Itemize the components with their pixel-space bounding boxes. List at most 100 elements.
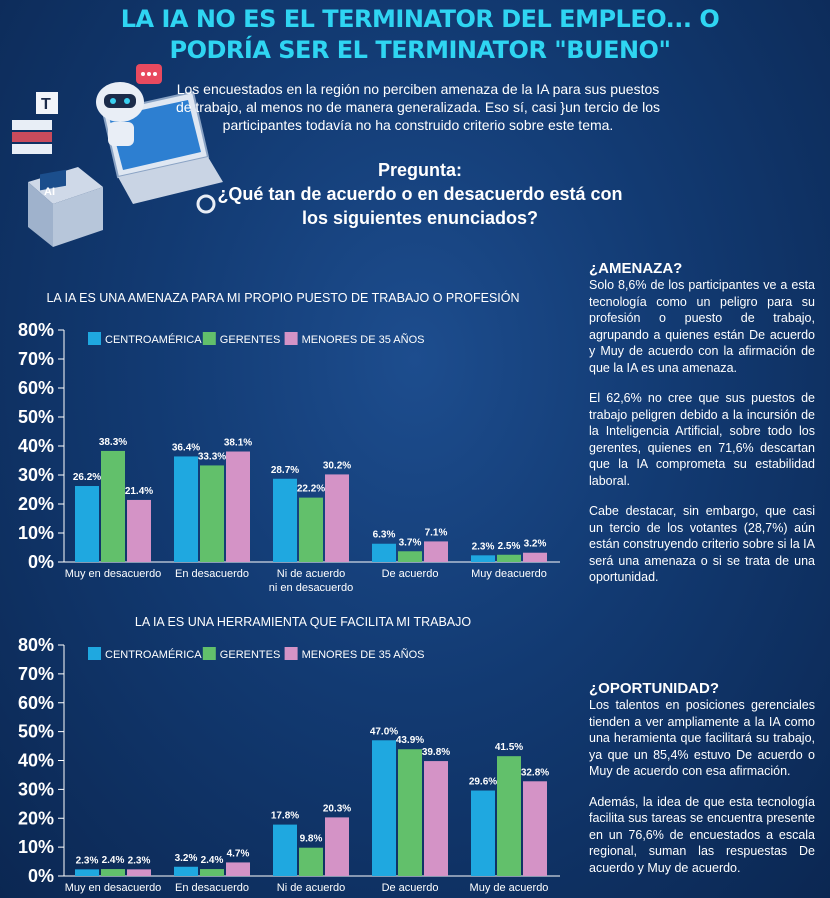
legend-swatch [88,647,101,660]
data-label: 20.3% [323,803,351,814]
category-label: Ni de acuerdo [277,882,346,894]
amenaza-paragraph-3: Cabe destacar, sin embargo, que casi un … [589,504,815,584]
bar [101,869,125,876]
y-tick-label: 70% [18,349,54,369]
y-tick-label: 30% [18,465,54,485]
bar [174,866,198,876]
headphones-icon [196,194,216,214]
bar [398,749,422,876]
chart-amenaza: LA IA ES UNA AMENAZA PARA MI PROPIO PUES… [18,290,560,594]
chart-herramienta: LA IA ES UNA HERRAMIENTA QUE FACILITA MI… [18,615,560,894]
bar [127,869,151,876]
data-label: 3.7% [399,537,422,548]
data-label: 2.4% [201,855,224,866]
data-label: 43.9% [396,735,424,746]
y-tick-label: 70% [18,664,54,684]
question-block: Pregunta: ¿Qué tan de acuerdo o en desac… [205,158,635,230]
data-label: 39.8% [422,747,450,758]
data-label: 38.3% [99,437,127,448]
y-tick-label: 40% [18,436,54,456]
y-tick-label: 20% [18,494,54,514]
robot-icon [96,82,144,146]
y-tick-label: 10% [18,523,54,543]
bar [127,499,151,562]
category-label: De acuerdo [382,568,439,580]
y-tick-label: 20% [18,808,54,828]
legend-swatch [284,332,298,345]
legend-swatch [88,332,101,345]
category-label: Ni de acuerdo ni en desacuerdo [269,568,353,594]
y-tick-label: 30% [18,779,54,799]
data-label: 47.0% [370,726,398,737]
data-label: 36.4% [172,442,200,453]
bar [273,478,297,562]
bar [226,451,250,562]
amenaza-paragraph-1: Solo 8,6% de los participantes ve a esta… [589,278,815,375]
y-tick-label: 60% [18,693,54,713]
bar [523,781,547,876]
y-tick-label: 60% [18,378,54,398]
sidebar-oportunidad: ¿OPORTUNIDAD? Los talentos en posiciones… [589,680,815,890]
intro-text: Los encuestados en la región no perciben… [175,81,661,133]
ai-illustration: T AI [12,64,223,247]
bar [101,450,125,562]
legend-label: CENTROAMÉRICA [105,648,202,661]
question-text: ¿Qué tan de acuerdo o en desacuerdo está… [217,184,623,228]
y-tick-label: 0% [28,552,54,572]
chart-title: LA IA ES UNA HERRAMIENTA QUE FACILITA MI… [135,615,471,629]
data-label: 38.1% [224,438,252,449]
category-label-line: Muy deacuerdo [471,568,547,580]
data-label: 4.7% [227,848,250,859]
data-label: 2.3% [76,855,99,866]
bar [497,756,521,876]
bar [372,543,396,562]
bar [424,761,448,876]
chart-title: LA IA ES UNA AMENAZA PARA MI PROPIO PUES… [46,290,519,305]
bar [299,847,323,876]
data-label: 3.2% [175,853,198,864]
question-label: Pregunta: [377,160,462,180]
oportunidad-heading: ¿OPORTUNIDAD? [589,680,719,697]
category-label: Muy en desacuerdo [65,568,162,580]
data-label: 2.3% [472,541,495,552]
data-label: 22.2% [297,484,325,495]
category-label: En desacuerdo [175,882,249,894]
bar [75,486,99,562]
legend-label: GERENTES [220,649,281,661]
bar [75,869,99,876]
data-label: 32.8% [521,767,549,778]
legend-swatch [202,332,216,345]
ai-label: AI [44,186,55,198]
bar [398,551,422,562]
bar [273,824,297,876]
category-label: Muy de acuerdo [470,882,549,894]
y-tick-label: 0% [28,866,54,886]
data-label: 3.2% [524,539,547,550]
bar [226,862,250,876]
category-label: De acuerdo [382,882,439,894]
data-label: 41.5% [495,742,523,753]
category-label: En desacuerdo [175,568,249,580]
bar [325,817,349,876]
data-label: 6.3% [373,530,396,541]
data-label: 2.3% [128,855,151,866]
data-label: 2.4% [102,855,125,866]
oportunidad-paragraph-2: Además, la idea de que esta tecnología f… [589,794,815,875]
legend-label: GERENTES [220,334,281,346]
bar [299,497,323,562]
category-label-line: Muy en desacuerdo [65,568,162,580]
legend-swatch [284,647,298,660]
bar [200,465,224,562]
y-tick-label: 40% [18,751,54,771]
t-label: T [41,96,51,113]
category-label-line: Ni de acuerdo [277,882,346,894]
y-tick-label: 80% [18,635,54,655]
data-label: 29.6% [469,777,497,788]
amenaza-heading: ¿AMENAZA? [589,260,683,277]
chat-bubble-icon [136,64,162,84]
data-label: 9.8% [300,834,323,845]
amenaza-paragraph-2: El 62,6% no cree que sus puestos de trab… [589,391,815,488]
bar [497,554,521,562]
books-icon: T [12,92,58,154]
bar [174,456,198,562]
